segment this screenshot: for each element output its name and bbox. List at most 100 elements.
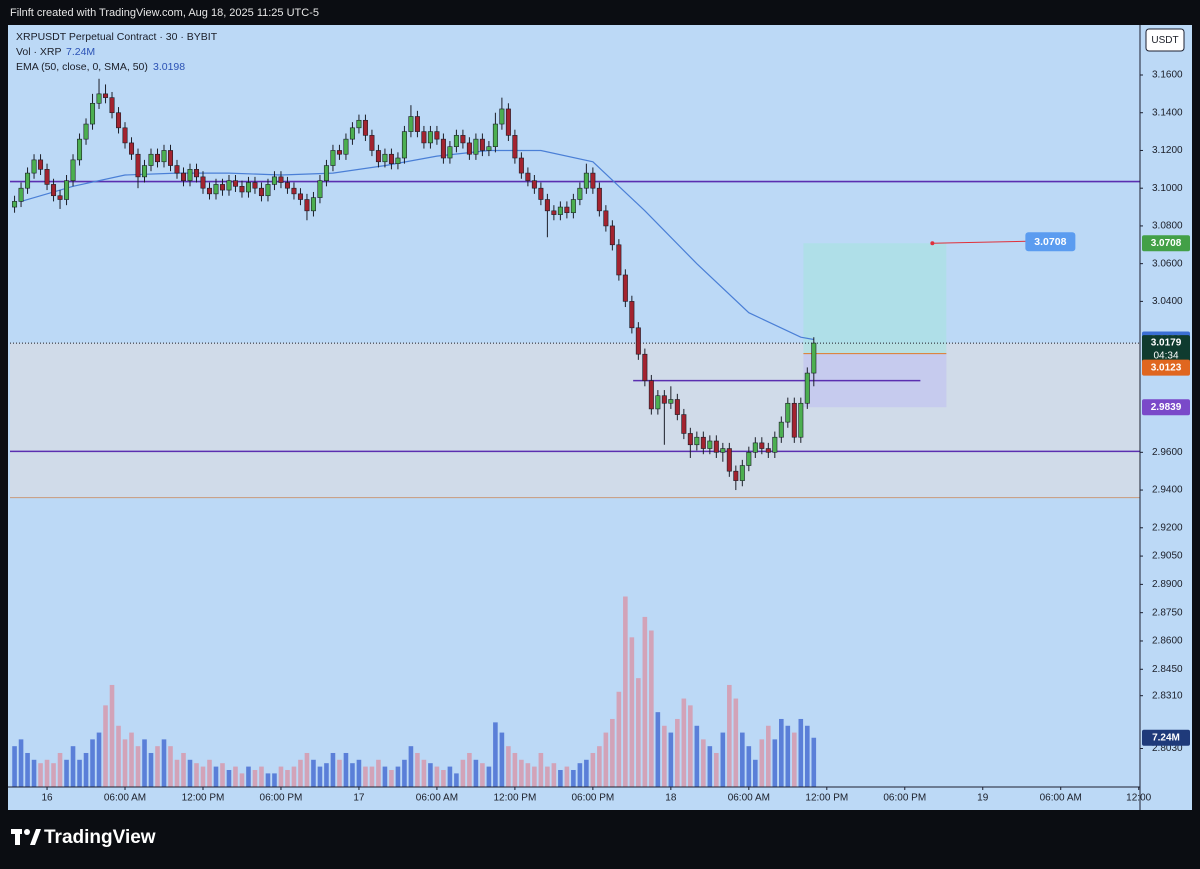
candle-body <box>12 201 18 208</box>
candle-body <box>122 127 128 144</box>
volume-bar <box>142 739 147 787</box>
volume-bar <box>753 759 758 787</box>
volume-bar <box>194 763 199 787</box>
candle-body <box>18 187 24 202</box>
y-tick-label: 3.1600 <box>1152 70 1183 81</box>
candle-body <box>388 153 394 164</box>
candle-body <box>317 180 323 198</box>
volume-bar <box>720 732 726 787</box>
candle-body <box>720 448 726 453</box>
candle-body <box>297 193 303 200</box>
candle-body <box>38 159 44 170</box>
candle-body <box>622 274 628 302</box>
volume-bar <box>369 766 375 787</box>
candle-body <box>31 159 37 174</box>
brand-name: TradingView <box>44 827 156 848</box>
logo-shape <box>30 829 41 845</box>
volume-bar <box>759 739 765 787</box>
candle-body <box>603 210 609 227</box>
volume-bar <box>57 752 63 787</box>
candle-body <box>343 138 349 155</box>
volume-bar <box>473 759 479 787</box>
y-tick-label: 2.8030 <box>1152 743 1183 754</box>
volume-bar <box>83 752 89 787</box>
candle-body <box>330 150 336 166</box>
candle-body <box>739 465 745 481</box>
volume-bar <box>129 732 134 787</box>
candle-body <box>707 440 713 449</box>
x-tick-label: 17 <box>353 793 365 804</box>
candle-body <box>304 199 310 212</box>
candle-body <box>518 157 524 174</box>
candle-body <box>187 169 193 181</box>
volume-bar <box>538 752 544 787</box>
volume-bar <box>681 698 687 787</box>
candle-body <box>168 150 174 166</box>
candle-body <box>674 399 680 415</box>
x-tick-label: 06:00 PM <box>571 793 614 804</box>
candle-body <box>525 172 531 181</box>
volume-bar <box>31 759 37 787</box>
legend: XRPUSDT Perpetual Contract · 30 · BYBIT … <box>16 31 218 73</box>
last-price-label: 3.0179 <box>1151 338 1182 349</box>
target-callout <box>1025 232 1076 252</box>
candle-body <box>57 195 63 200</box>
candle-body <box>538 187 544 200</box>
volume-bar <box>168 746 173 787</box>
volume-bar <box>811 737 817 787</box>
y-tick-label: 2.9400 <box>1152 485 1183 496</box>
volume-bar <box>25 752 30 787</box>
candle-body <box>700 436 706 449</box>
candle-body <box>83 123 89 140</box>
currency-label: USDT <box>1151 35 1178 46</box>
volume-bar <box>733 698 739 787</box>
candle-body <box>200 176 206 189</box>
candle-body <box>382 153 388 163</box>
volume-bar <box>694 725 700 787</box>
volume-bar <box>382 766 388 787</box>
volume-tag-label: 7.24M <box>1152 732 1180 743</box>
volume-bar <box>525 763 531 787</box>
candle-body <box>70 159 76 181</box>
candle-body <box>174 165 180 174</box>
candle-body <box>655 395 661 410</box>
volume-bar <box>772 739 778 787</box>
candle-body <box>271 176 277 185</box>
candle-body <box>96 93 102 104</box>
volume-bar <box>395 766 401 787</box>
last-price-tag <box>1142 335 1190 364</box>
volume-bar <box>259 766 264 787</box>
volume-bar <box>421 759 427 787</box>
volume-bar <box>506 746 511 787</box>
candle-body <box>284 182 290 189</box>
candle-body <box>564 206 570 214</box>
candle-body <box>460 135 466 144</box>
y-tick-label: 2.9050 <box>1152 551 1183 562</box>
candle-body <box>473 138 479 155</box>
volume-bar <box>298 759 303 787</box>
candle-body <box>258 187 264 197</box>
volume-bar <box>155 746 160 787</box>
candle-body <box>51 184 57 197</box>
volume-bar <box>486 766 492 787</box>
currency-box[interactable] <box>1145 28 1185 52</box>
target-zone <box>803 243 947 354</box>
candle-body <box>135 153 141 178</box>
y-tick-label: 2.8450 <box>1152 664 1183 675</box>
candle-body <box>440 138 446 159</box>
candle-body <box>713 440 719 453</box>
volume-bar <box>499 732 505 787</box>
volume-bar <box>103 705 108 787</box>
candle-body <box>401 131 407 159</box>
candle-body <box>668 399 674 404</box>
volume-bar <box>792 732 797 787</box>
candle-body <box>505 108 511 136</box>
candle-body <box>239 186 245 193</box>
x-tick-label: 12:00 PM <box>493 793 536 804</box>
candle-body <box>226 180 232 191</box>
candle-body <box>772 436 778 453</box>
volume-bar <box>727 684 732 787</box>
volume-bar <box>350 763 355 787</box>
volume-bar <box>148 752 154 787</box>
volume-bar <box>675 718 680 787</box>
